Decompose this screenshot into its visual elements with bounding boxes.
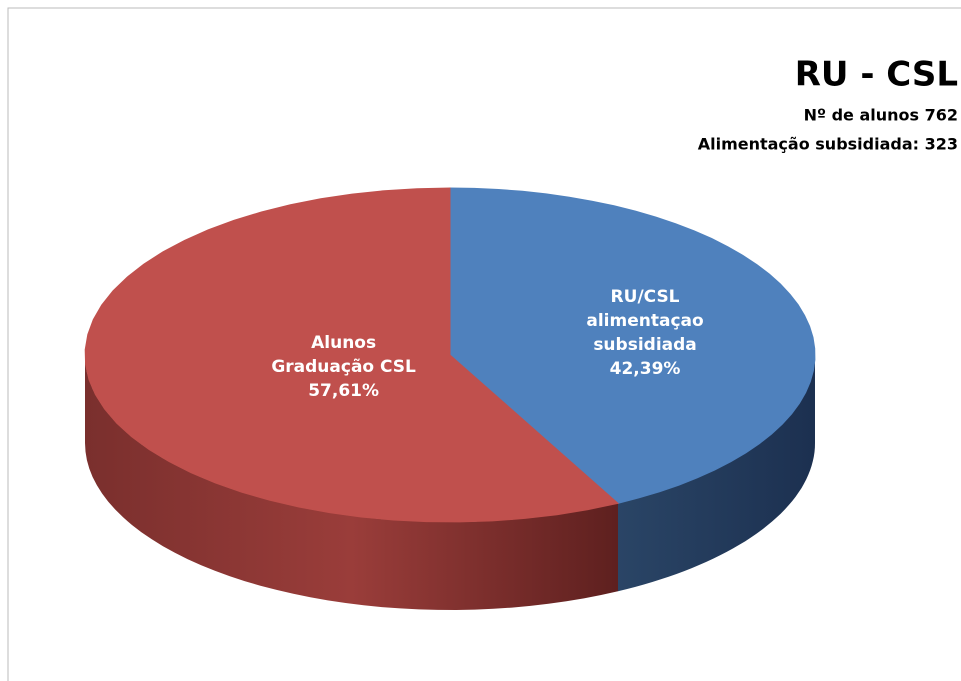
slice-value-label: 57,61% [308, 381, 379, 401]
slice-label-line: Alunos [311, 333, 376, 353]
chart-frame [7, 7, 961, 681]
slice-value-label: 42,39% [610, 359, 681, 379]
slice-label: RU/CSL alimentaçao subsidiada [586, 287, 703, 355]
slice-side [85, 355, 618, 610]
slice-label-line: subsidiada [593, 335, 696, 355]
slice-label-line: RU/CSL [611, 287, 680, 307]
chart-title: RU - CSL [795, 55, 958, 95]
slice [449, 187, 816, 504]
slice-label: Alunos Graduação CSL [271, 333, 416, 377]
slice-label-line: Graduação CSL [271, 357, 416, 377]
chart-subtitle: Nº de alunos 762 [804, 106, 958, 125]
slice-side [618, 355, 815, 592]
slice [84, 187, 620, 523]
chart-subtitle: Alimentação subsidiada: 323 [698, 135, 958, 154]
slice-label-line: alimentaçao [586, 311, 703, 331]
